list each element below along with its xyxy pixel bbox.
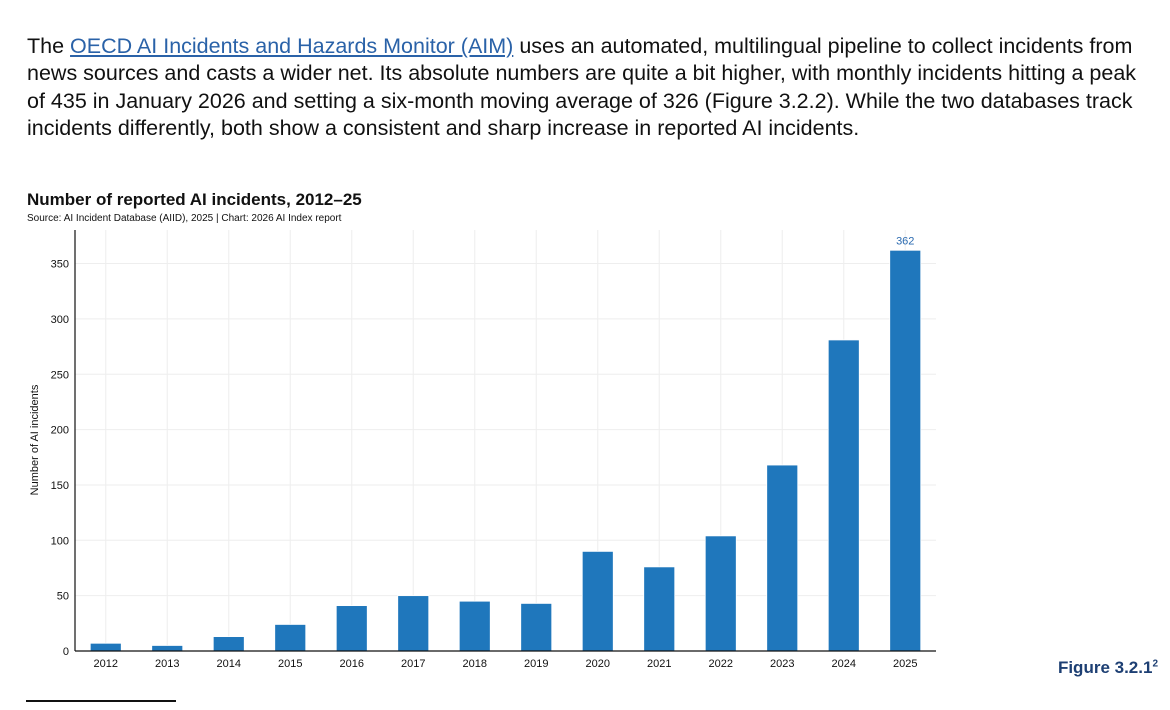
bar-2025 (889, 249, 922, 652)
chart-source: Source: AI Incident Database (AIID), 202… (27, 213, 342, 224)
x-tick-label: 2024 (832, 658, 856, 670)
x-tick-label: 2013 (155, 658, 179, 670)
x-tick-label: 2015 (278, 658, 302, 670)
y-tick-label: 100 (51, 535, 69, 547)
y-tick-label: 300 (51, 314, 69, 326)
bar-2013 (151, 645, 184, 652)
paragraph-text-rest: uses an automated, multilingual pipeline… (27, 34, 1137, 140)
bar-2014 (212, 636, 245, 652)
chart-title: Number of reported AI incidents, 2012–25 (27, 190, 362, 209)
bar-2015 (274, 624, 307, 652)
bar-2024 (827, 339, 860, 652)
x-tick-label: 2014 (217, 658, 241, 670)
x-tick-label: 2023 (770, 658, 794, 670)
oecd-aim-link[interactable]: OECD AI Incidents and Hazards Monitor (A… (70, 34, 514, 58)
paragraph-text-start: The (27, 34, 71, 58)
bar-2020 (581, 550, 614, 652)
x-tick-label: 2020 (586, 658, 610, 670)
body-paragraph: The OECD AI Incidents and Hazards Monito… (27, 33, 1157, 142)
x-tick-label: 2019 (524, 658, 548, 670)
footnote-mark[interactable]: 2 (1152, 658, 1158, 670)
bar-2017 (397, 595, 430, 652)
figure-number: Figure 3.2.1 (1057, 658, 1153, 677)
bar-2018 (458, 600, 491, 652)
y-tick-label: 0 (63, 646, 69, 658)
bar-2022 (704, 535, 737, 652)
bar-2012 (89, 642, 122, 652)
x-tick-label: 2025 (893, 658, 917, 670)
figure-label: Figure 3.2.12 (1058, 658, 1158, 678)
bar-2023 (766, 464, 799, 652)
y-tick-label: 50 (57, 591, 69, 603)
x-tick-label: 2022 (709, 658, 733, 670)
y-tick-label: 250 (51, 369, 69, 381)
x-tick-label: 2018 (463, 658, 487, 670)
x-tick-label: 2017 (401, 658, 425, 670)
x-tick-label: 2012 (94, 658, 118, 670)
x-tick-label: 2016 (340, 658, 364, 670)
bar-2019 (520, 602, 553, 652)
bar-2016 (335, 605, 368, 652)
bar-2021 (643, 566, 676, 652)
y-axis-label: Number of AI incidents (29, 384, 41, 495)
footnote-divider (26, 700, 176, 702)
y-tick-label: 350 (51, 259, 69, 271)
x-tick-label: 2021 (647, 658, 671, 670)
data-label-2025: 362 (896, 235, 914, 247)
y-tick-label: 150 (51, 480, 69, 492)
y-tick-label: 200 (51, 425, 69, 437)
